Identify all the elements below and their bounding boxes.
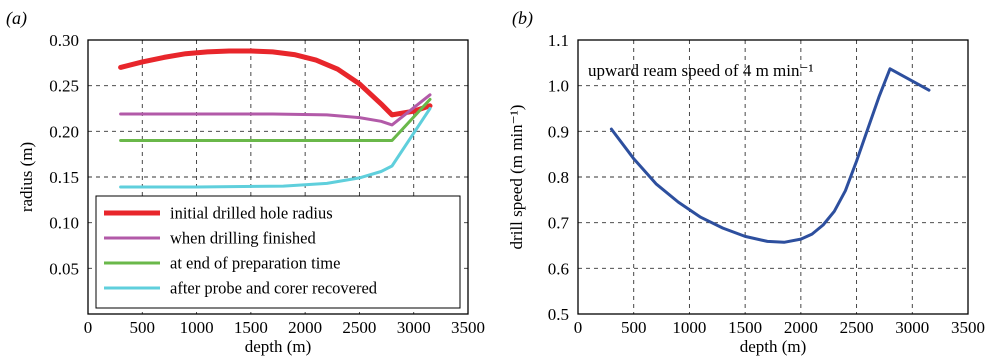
x-tick-label: 2500 [342,318,376,337]
y-tick-label: 0.15 [49,168,79,187]
legend-a: initial drilled hole radius when drilling… [95,195,461,309]
x-tick-label: 2500 [840,318,874,337]
series-line [119,93,432,127]
y-tick-label: 0.8 [548,168,569,187]
legend-entry: initial drilled hole radius [170,204,333,223]
y-axis-label-a: radius (m) [17,142,36,212]
y-tick-label: 0.30 [49,31,79,50]
x-tick-label: 3500 [451,318,485,337]
x-tick-label: 1500 [234,318,268,337]
x-tick-label: 2000 [784,318,818,337]
x-tick-label: 1000 [672,318,706,337]
x-tick-label: 3000 [895,318,929,337]
legend-entry: when drilling finished [170,229,316,248]
chart-panel-b: (b) 0 500 1000 1500 2000 2500 3000 3500 0.50.60… [507,8,985,356]
x-tick-label: 0 [84,318,93,337]
panel-label-a: (a) [6,8,27,29]
x-axis-label-b: depth (m) [740,337,807,356]
legend-entry: at end of preparation time [170,254,340,273]
series-lines-a [118,48,433,189]
series-lines-b [609,67,931,244]
x-tick-label: 500 [130,318,156,337]
chart-panel-a: (a) initial drilled hole radius when dril… [6,8,485,356]
y-tick-label: 0.9 [548,122,569,141]
y-tick-label: 1.1 [548,31,569,50]
x-tick-label: 3500 [951,318,985,337]
plot-frame-b [577,39,969,315]
y-tick-labels-b: 0.5 0.6 0.7 0.8 0.9 1.0 1.1 [548,31,570,324]
x-tick-label: 1500 [728,318,762,337]
y-tick-label: 0.10 [49,214,79,233]
y-tick-label: 1.0 [548,77,569,96]
plot-frame-a [87,39,469,315]
legend-entry: after probe and corer recovered [170,279,378,298]
x-tick-label: 2000 [288,318,322,337]
y-tick-label: 0.6 [548,259,569,278]
series-line [119,107,432,189]
x-tick-labels-a: 0 500 1000 1500 2000 2500 3000 3500 [84,318,485,337]
x-tick-label: 0 [574,318,583,337]
annotation-b: upward ream speed of 4 m min⁻¹ [588,61,814,80]
x-tick-label: 500 [621,318,647,337]
x-axis-label-a: depth (m) [245,337,312,356]
series-line [118,48,433,118]
y-axis-label-b: drill speed (m min⁻¹) [507,105,526,250]
y-tick-label: 0.7 [548,214,570,233]
y-tick-label: 0.20 [49,122,79,141]
x-tick-label: 1000 [180,318,214,337]
series-line [609,67,931,244]
y-tick-label: 0.25 [49,77,79,96]
grid-b [578,40,968,314]
y-tick-label: 0.05 [49,259,79,278]
y-tick-labels-a: 0.05 0.10 0.15 0.20 0.25 0.30 [49,31,79,278]
x-tick-labels-b: 0 500 1000 1500 2000 2500 3000 3500 [574,318,985,337]
y-tick-label: 0.5 [548,305,569,324]
series-line [119,97,432,142]
panel-label-b: (b) [512,8,533,29]
x-tick-label: 3000 [397,318,431,337]
